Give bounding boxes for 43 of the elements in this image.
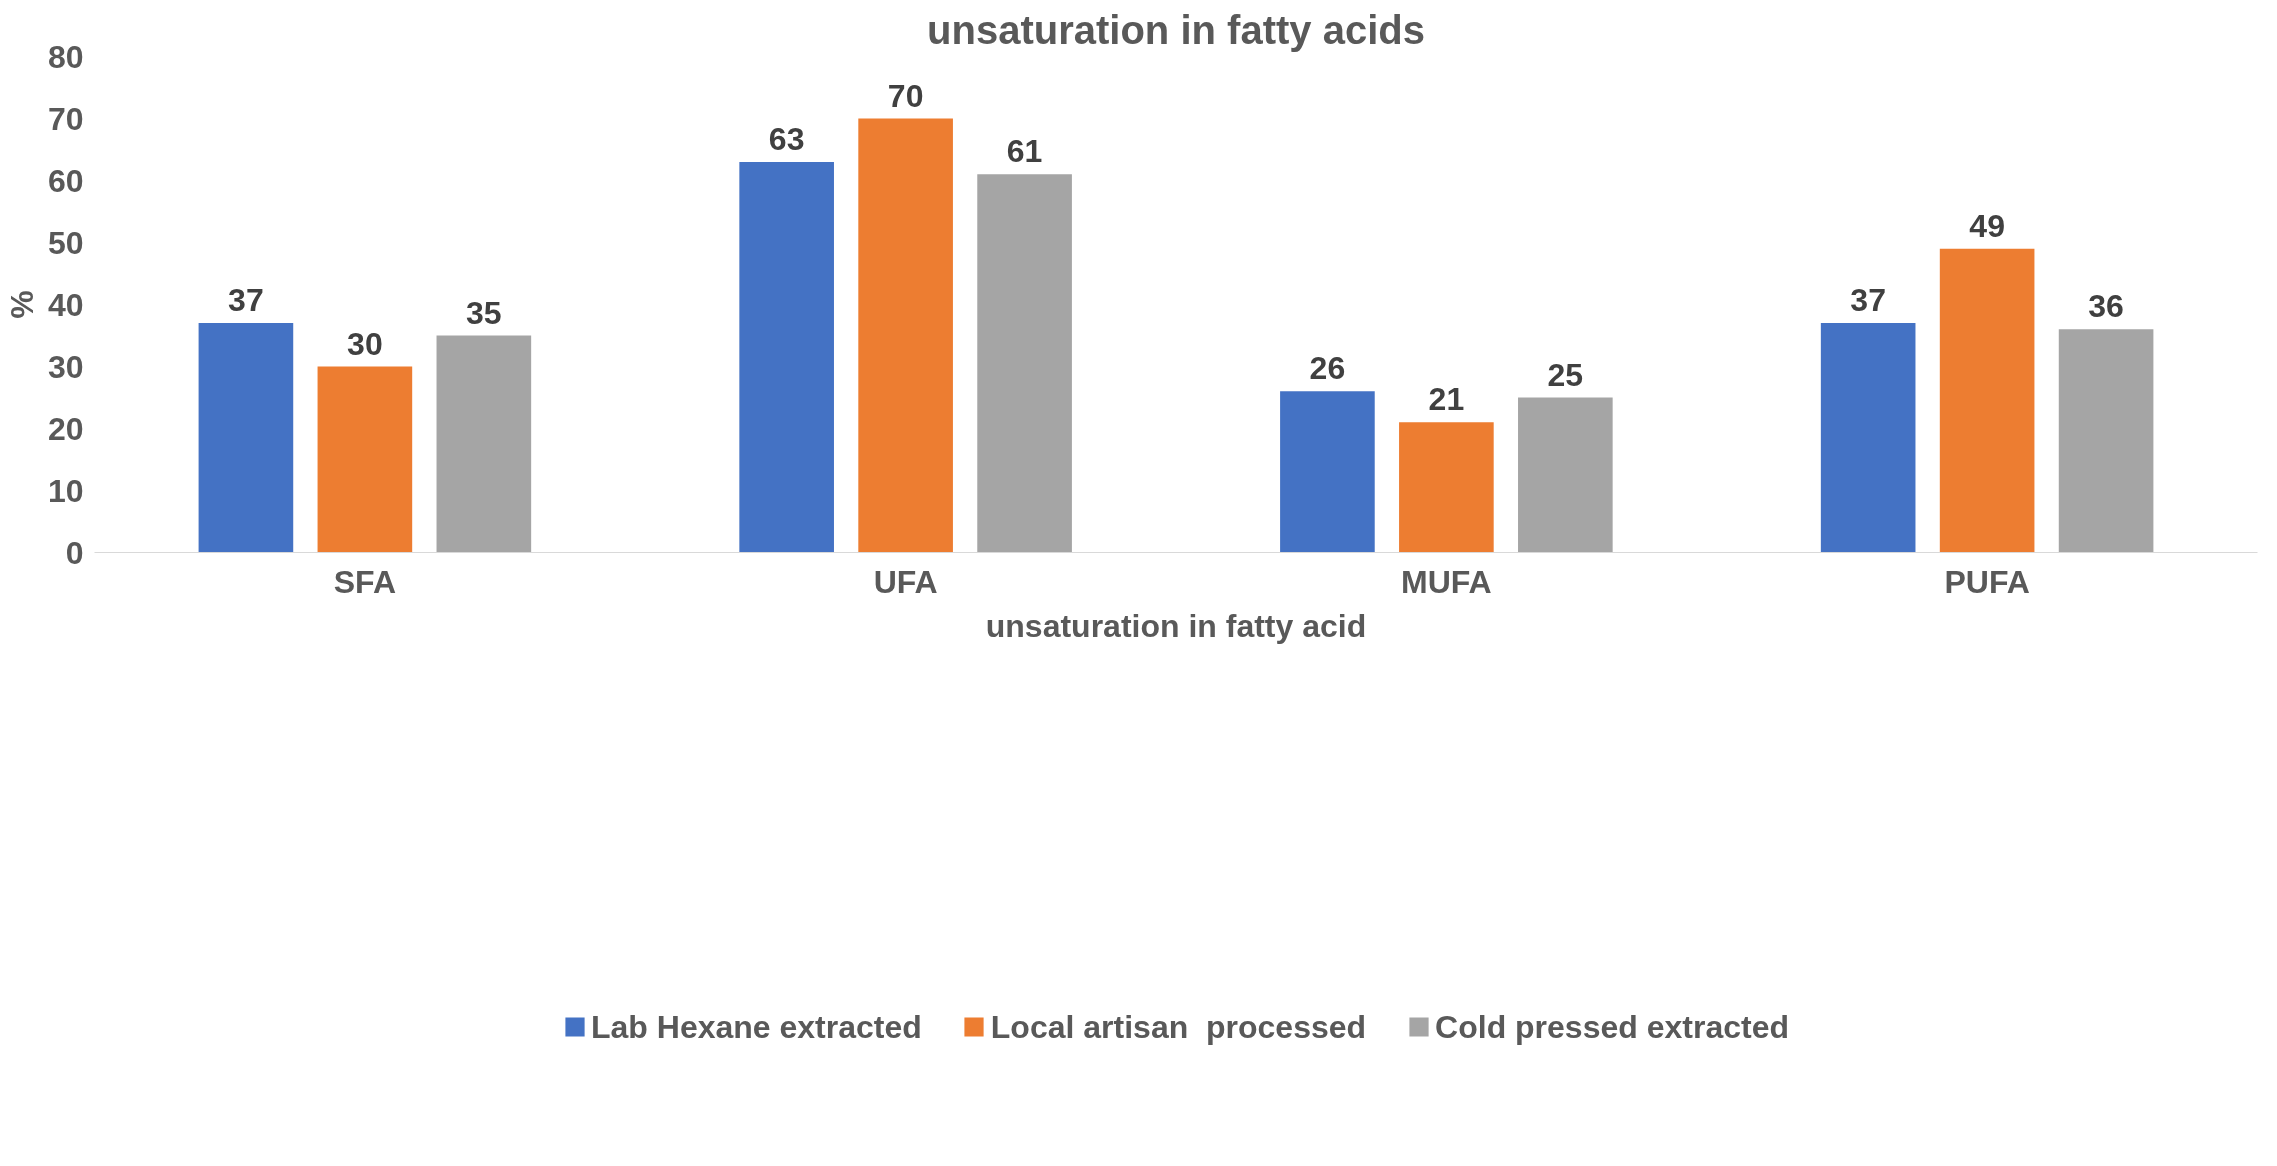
bar [2058, 329, 2154, 553]
data-label: 61 [1006, 133, 1043, 170]
data-label: 37 [228, 282, 264, 319]
y-tick-label: 40 [47, 286, 84, 323]
bar [436, 335, 532, 553]
bar [1820, 323, 1916, 553]
bar [198, 323, 294, 553]
bar [858, 118, 953, 553]
bar [1399, 422, 1494, 553]
legend-label: Local artisan processed [990, 1008, 1367, 1046]
bar [1518, 397, 1613, 553]
x-tick-label: MUFA [1401, 563, 1492, 600]
y-tick-label: 10 [47, 472, 84, 509]
legend-label: Lab Hexane extracted [591, 1008, 922, 1046]
bar [739, 161, 834, 553]
data-label: 25 [1547, 356, 1584, 393]
bar [1280, 391, 1375, 553]
bar [977, 174, 1072, 553]
data-label: 37 [1850, 282, 1886, 319]
data-label: 49 [1969, 207, 2005, 244]
x-tick-label: UFA [873, 563, 938, 600]
x-axis-title: unsaturation in fatty acid [985, 607, 1367, 644]
data-label: 30 [347, 325, 383, 362]
data-label: 36 [2088, 288, 2124, 325]
y-tick-label: 60 [47, 162, 84, 199]
bar [317, 366, 413, 553]
x-tick-label: SFA [333, 563, 396, 600]
data-label: 35 [466, 294, 502, 331]
y-tick-label: 50 [47, 224, 84, 261]
x-tick-label: PUFA [1944, 563, 2030, 600]
data-label: 26 [1309, 350, 1346, 387]
data-label: 21 [1428, 381, 1465, 418]
y-tick-label: 30 [47, 348, 84, 385]
data-label: 70 [887, 77, 924, 114]
legend-label: Cold pressed extracted [1435, 1008, 1789, 1046]
chart-title: unsaturation in fatty acids [927, 7, 1425, 52]
data-label: 63 [768, 120, 805, 157]
y-axis-title: % [3, 290, 40, 319]
bar [1939, 248, 2035, 553]
y-tick-label: 0 [65, 534, 84, 571]
y-tick-label: 20 [47, 410, 84, 447]
y-tick-label: 80 [47, 38, 84, 75]
y-tick-label: 70 [47, 100, 84, 137]
